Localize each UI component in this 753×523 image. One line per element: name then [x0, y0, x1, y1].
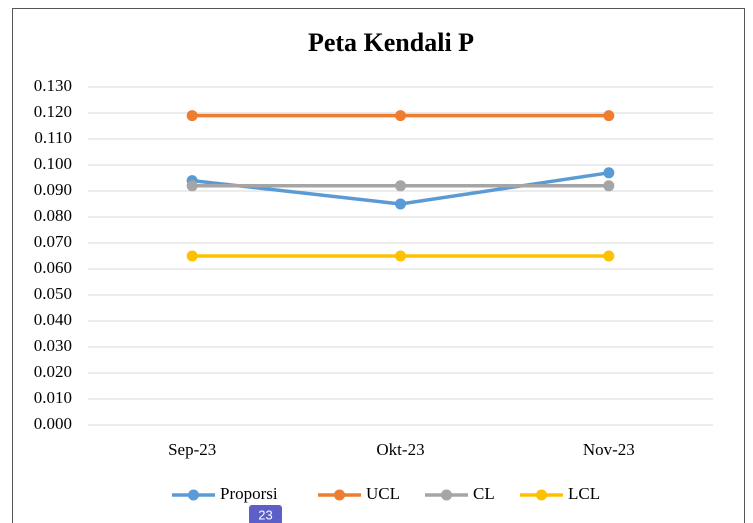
y-tick-label: 0.040	[34, 310, 72, 329]
y-tick-label: 0.000	[34, 414, 72, 433]
legend-marker	[334, 489, 345, 501]
point	[395, 180, 406, 192]
x-tick-label: Nov-23	[583, 440, 635, 459]
y-tick-label: 0.030	[34, 336, 72, 355]
point	[603, 250, 615, 262]
point	[603, 110, 615, 122]
point	[186, 250, 198, 262]
legend-marker	[441, 489, 452, 501]
legend-label: Proporsi	[220, 484, 278, 503]
point	[186, 180, 198, 192]
point	[603, 180, 615, 192]
y-tick-label: 0.100	[34, 154, 72, 173]
chart-frame	[12, 8, 745, 523]
chart-title: Peta Kendali P	[308, 28, 474, 57]
y-tick-label: 0.120	[34, 102, 72, 121]
y-tick-label: 0.080	[34, 206, 72, 225]
point	[603, 167, 615, 179]
point	[395, 198, 406, 210]
badge-box	[249, 505, 282, 523]
legend-label: LCL	[568, 484, 600, 503]
y-tick-label: 0.050	[34, 284, 72, 303]
y-tick-label: 0.110	[34, 128, 72, 147]
point	[395, 110, 406, 122]
point	[395, 250, 406, 262]
y-tick-label: 0.010	[34, 388, 72, 407]
legend-marker	[188, 489, 199, 501]
x-tick-label: Sep-23	[168, 440, 216, 459]
y-tick-label: 0.020	[34, 362, 72, 381]
y-tick-label: 0.060	[34, 258, 72, 277]
point	[186, 110, 198, 122]
legend-label: CL	[473, 484, 495, 503]
x-tick-label: Okt-23	[376, 440, 424, 459]
badge: 23	[258, 507, 272, 522]
y-tick-label: 0.090	[34, 180, 72, 199]
legend-label: UCL	[366, 484, 400, 503]
y-tick-label: 0.070	[34, 232, 72, 251]
legend-marker	[536, 489, 547, 501]
y-tick-label: 0.130	[34, 76, 72, 95]
